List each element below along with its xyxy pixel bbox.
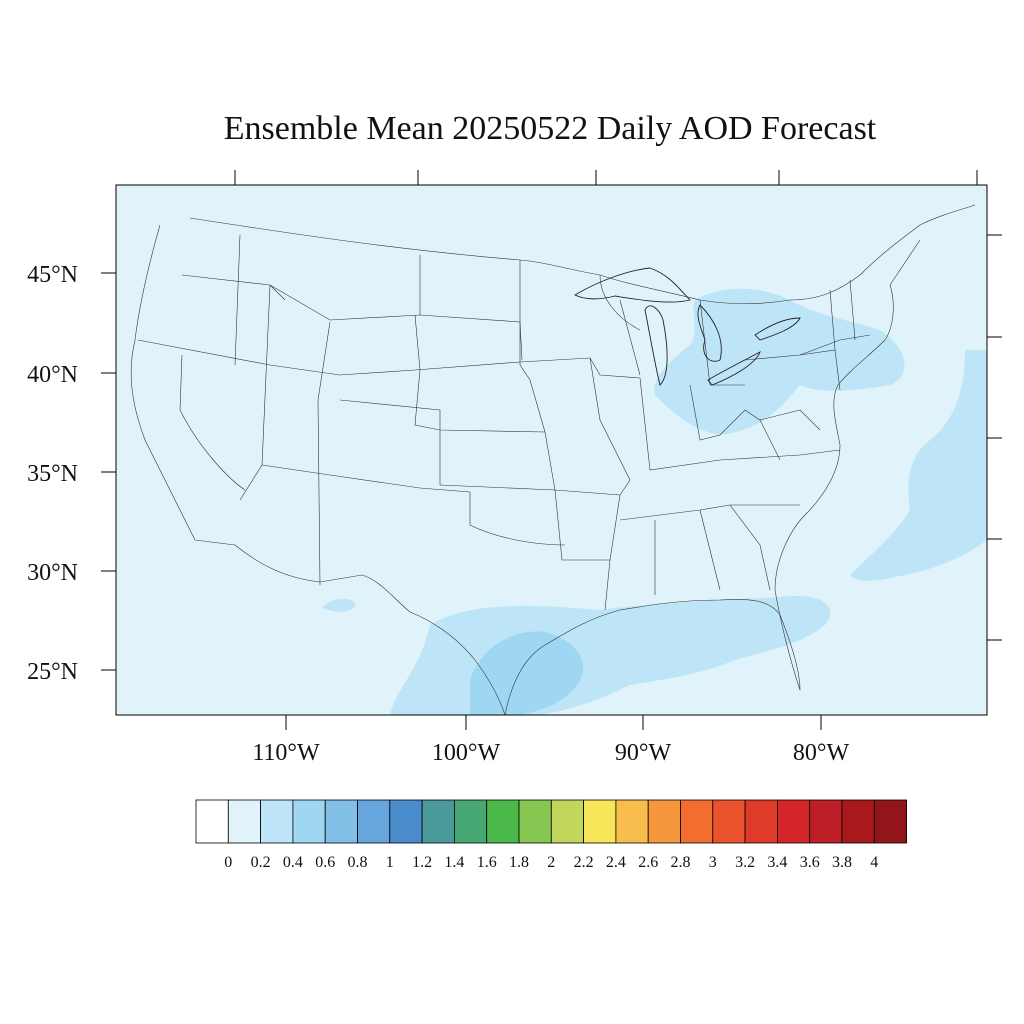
colorbar-swatch (841, 799, 875, 844)
colorbar-swatch (518, 799, 552, 844)
colorbar-label: 3.8 (832, 854, 852, 871)
colorbar-label: 0.6 (315, 854, 335, 871)
colorbar-label: 1.4 (444, 854, 464, 871)
colorbar-label: 4 (870, 854, 878, 871)
lake-outlines (574, 267, 801, 386)
colorbar-swatch (389, 799, 423, 844)
lon-label: 80°W (793, 740, 850, 766)
colorbar-label: 1 (386, 854, 394, 871)
map-title: Ensemble Mean 20250522 Daily AOD Forecas… (223, 110, 877, 147)
colorbar-label: 2.8 (671, 854, 691, 871)
colorbar-label: 0 (224, 854, 232, 871)
map-frame (115, 184, 988, 716)
colorbar-swatch (260, 799, 294, 844)
colorbar-label: 2 (547, 854, 555, 871)
aod-region-mexico-small (322, 598, 356, 612)
colorbar-label: 1.2 (412, 854, 432, 871)
lon-label: 110°W (252, 740, 320, 766)
colorbar-swatch (583, 799, 617, 844)
colorbar-swatch (357, 799, 391, 844)
colorbar-swatch (647, 799, 681, 844)
aod-region-texas-coast (470, 631, 584, 715)
colorbar: 0 0.2 0.4 0.6 0.8 1 1.2 1.4 1.6 1.8 2 2.2 2.4 2.6 2.8 3… (195, 799, 907, 871)
colorbar-swatch (227, 799, 262, 844)
colorbar-label: 0.2 (251, 854, 271, 871)
colorbar-label: 3.4 (767, 854, 787, 871)
colorbar-swatch (292, 799, 326, 844)
aod-shading (322, 288, 987, 715)
aod-region-great-lakes (654, 288, 905, 435)
lat-label: 30°N (27, 560, 78, 586)
colorbar-swatch (809, 799, 843, 844)
aod-region-atlantic (850, 350, 987, 581)
colorbar-label: 3.2 (735, 854, 755, 871)
colorbar-swatch (615, 799, 649, 844)
colorbar-swatch (873, 799, 907, 844)
state-boundaries (130, 204, 976, 715)
colorbar-label: 0.8 (348, 854, 368, 871)
lat-label: 40°N (27, 362, 78, 388)
lon-label: 90°W (615, 740, 672, 766)
colorbar-label: 0.4 (283, 854, 303, 871)
colorbar-swatch (324, 799, 358, 844)
lat-label: 45°N (27, 262, 78, 288)
colorbar-swatch (453, 799, 488, 844)
colorbar-swatch (777, 799, 811, 844)
colorbar-label: 3 (709, 854, 717, 871)
colorbar-label: 1.8 (509, 854, 529, 871)
colorbar-swatch (486, 799, 520, 844)
colorbar-label: 2.2 (574, 854, 594, 871)
lon-label: 100°W (432, 740, 501, 766)
colorbar-label: 2.6 (638, 854, 658, 871)
lat-label: 35°N (27, 461, 78, 487)
colorbar-swatch (421, 799, 455, 844)
lat-label: 25°N (27, 659, 78, 685)
colorbar-label: 1.6 (477, 854, 497, 871)
axis-ticks (101, 170, 1002, 730)
colorbar-label: 3.6 (800, 854, 820, 871)
colorbar-swatch (550, 799, 584, 844)
colorbar-swatch (712, 799, 746, 844)
colorbar-swatch (195, 799, 229, 844)
colorbar-swatch (680, 799, 714, 844)
colorbar-swatch (744, 799, 778, 844)
colorbar-label: 2.4 (606, 854, 626, 871)
